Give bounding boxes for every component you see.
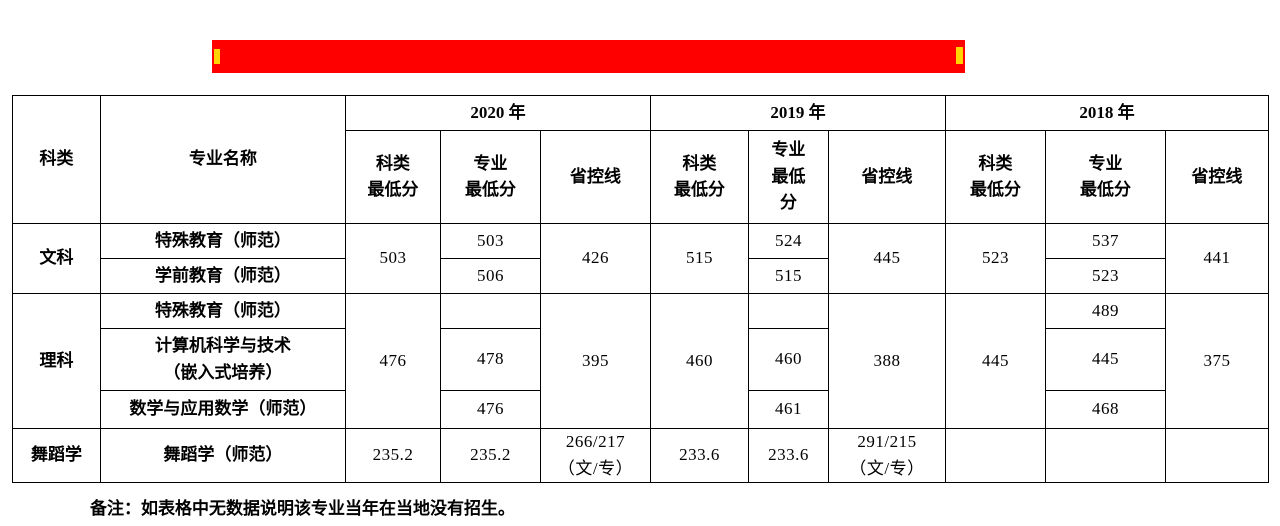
header-2019-category-min: 科类 最低分 xyxy=(650,130,750,224)
category-cell: 理科 xyxy=(12,293,101,429)
score-cell: 445 xyxy=(828,223,947,294)
header-year-2019: 2019 年 xyxy=(650,95,947,131)
header-2018-province-line: 省控线 xyxy=(1165,130,1270,224)
score-cell xyxy=(748,293,830,329)
header-2020-province-line: 省控线 xyxy=(539,130,652,224)
header-2020-major-min: 专业 最低分 xyxy=(440,130,541,224)
score-cell xyxy=(945,428,1047,483)
score-cell: 291/215 （文/专） xyxy=(828,428,947,483)
table-row: 计算机科学与技术 （嵌入式培养） 478 460 445 xyxy=(13,328,1269,391)
header-2018-major-min: 专业 最低分 xyxy=(1045,130,1167,224)
score-cell: 515 xyxy=(748,258,830,294)
score-cell: 537 xyxy=(1045,223,1167,259)
header-2019-major-min: 专业 最低 分 xyxy=(748,130,830,224)
score-cell xyxy=(1165,428,1270,483)
category-cell: 文科 xyxy=(12,223,101,294)
score-cell: 506 xyxy=(440,258,541,294)
score-cell: 395 xyxy=(539,293,652,429)
score-cell: 233.6 xyxy=(650,428,750,483)
score-cell: 503 xyxy=(440,223,541,259)
major-cell: 特殊教育（师范） xyxy=(100,223,346,259)
score-cell: 233.6 xyxy=(748,428,830,483)
banner-text-fragment xyxy=(956,47,963,64)
score-cell: 524 xyxy=(748,223,830,259)
score-cell: 476 xyxy=(345,293,441,429)
score-cell: 476 xyxy=(440,390,541,429)
score-cell: 460 xyxy=(748,328,830,391)
table-row: 理科 特殊教育（师范） 476 395 460 388 445 489 375 xyxy=(12,293,1270,429)
score-cell: 375 xyxy=(1165,293,1270,429)
major-cell: 数学与应用数学（师范） xyxy=(100,390,346,429)
score-cell: 445 xyxy=(945,293,1047,429)
admission-score-table: 科类 专业名称 2020 年 2019 年 2018 年 科类 最低分 专业 最… xyxy=(12,95,1270,483)
score-cell: 515 xyxy=(650,223,750,294)
table-row: 文科 特殊教育（师范） 503 503 426 515 524 445 523 … xyxy=(12,223,1270,294)
score-cell: 461 xyxy=(748,390,830,429)
score-cell: 503 xyxy=(345,223,441,294)
major-cell: 学前教育（师范） xyxy=(100,258,346,294)
major-cell: 舞蹈学（师范） xyxy=(100,428,346,483)
header-year-2018: 2018 年 xyxy=(945,95,1270,131)
score-cell xyxy=(1045,428,1167,483)
score-cell: 235.2 xyxy=(440,428,541,483)
score-cell xyxy=(440,293,541,329)
header-category: 科类 xyxy=(12,95,101,224)
redacted-title-banner xyxy=(212,40,965,73)
score-cell: 441 xyxy=(1165,223,1270,294)
header-2018-category-min: 科类 最低分 xyxy=(945,130,1047,224)
header-2019-province-line: 省控线 xyxy=(828,130,947,224)
header-major-name: 专业名称 xyxy=(100,95,346,224)
header-2020-category-min: 科类 最低分 xyxy=(345,130,441,224)
score-cell: 235.2 xyxy=(345,428,441,483)
score-cell: 523 xyxy=(1045,258,1167,294)
score-cell: 388 xyxy=(828,293,947,429)
score-cell: 460 xyxy=(650,293,750,429)
score-cell: 523 xyxy=(945,223,1047,294)
score-cell: 489 xyxy=(1045,293,1167,329)
category-cell: 舞蹈学 xyxy=(12,428,101,483)
banner-text-fragment xyxy=(214,49,220,64)
footnote: 备注：如表格中无数据说明该专业当年在当地没有招生。 xyxy=(90,499,515,518)
major-cell: 计算机科学与技术 （嵌入式培养） xyxy=(100,328,346,391)
score-cell: 266/217 （文/专） xyxy=(539,428,652,483)
table-row: 学前教育（师范） 506 515 523 xyxy=(13,258,1269,294)
table-row: 舞蹈学 舞蹈学（师范） 235.2 235.2 266/217 （文/专） 23… xyxy=(12,428,1270,483)
major-cell: 特殊教育（师范） xyxy=(100,293,346,329)
score-cell: 468 xyxy=(1045,390,1167,429)
header-year-2020: 2020 年 xyxy=(344,95,652,131)
score-cell: 426 xyxy=(539,223,652,294)
score-cell: 478 xyxy=(440,328,541,391)
score-cell: 445 xyxy=(1045,328,1167,391)
